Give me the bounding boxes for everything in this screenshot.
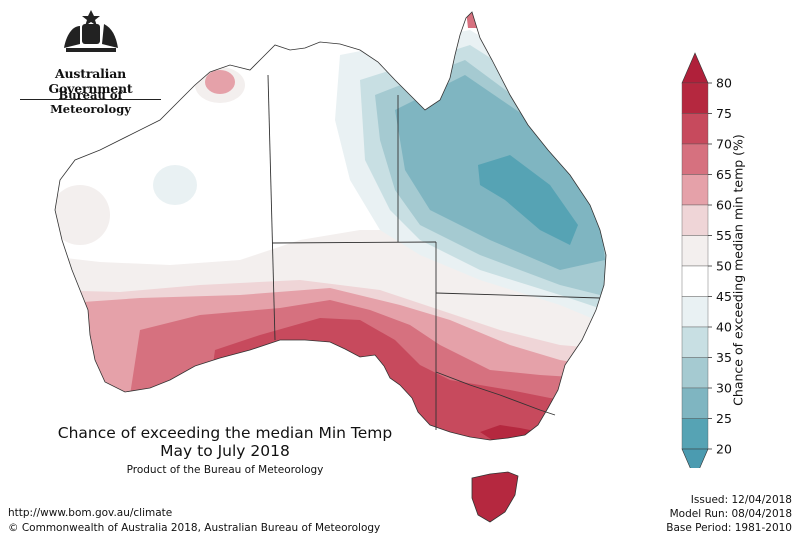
- map-title-block: Chance of exceeding the median Min Temp …: [40, 424, 410, 478]
- legend-arrow-bottom: [681, 448, 709, 468]
- map-credit: Product of the Bureau of Meteorology: [126, 464, 324, 476]
- legend-tick-label: 30: [716, 381, 732, 396]
- legend-band-70-75: [681, 113, 709, 145]
- legend-title: Chance of exceeding median min temp (%): [730, 134, 746, 406]
- legend-band-20-25: [681, 418, 709, 450]
- tasmania: [471, 471, 519, 523]
- footer-right: Issued: 12/04/2018 Model Run: 08/04/2018…: [666, 493, 792, 535]
- legend-band-30-35: [681, 357, 709, 389]
- website-link[interactable]: http://www.bom.gov.au/climate: [8, 507, 173, 519]
- state-borders: [267, 74, 601, 430]
- legend-tick-label: 75: [716, 106, 732, 121]
- legend-tick-label: 80: [716, 76, 732, 91]
- legend-band-50-55: [681, 235, 709, 267]
- legend-band-45-50: [681, 265, 709, 297]
- legend-tick-label: 20: [716, 442, 732, 457]
- legend-arrow-top: [681, 52, 709, 84]
- legend-band-65-70: [681, 143, 709, 175]
- legend-tick-label: 25: [716, 411, 732, 426]
- legend-band-75-80: [681, 82, 709, 114]
- model-run-date: Model Run: 08/04/2018: [669, 508, 792, 520]
- legend-tick-label: 55: [716, 228, 732, 243]
- legend-tick-label: 60: [716, 198, 732, 213]
- legend-band-25-30: [681, 387, 709, 419]
- legend-tick-label: 40: [716, 320, 732, 335]
- issued-date: Issued: 12/04/2018: [690, 494, 792, 506]
- base-period: Base Period: 1981-2010: [666, 522, 792, 534]
- map-period: May to July 2018: [160, 442, 290, 460]
- legend-tick-label: 70: [716, 137, 732, 152]
- government-logo: Australian Government Bureau of Meteorol…: [18, 8, 163, 116]
- legend-band-60-65: [681, 174, 709, 206]
- legend-tick-label: 45: [716, 289, 732, 304]
- footer-left: http://www.bom.gov.au/climate © Commonwe…: [8, 506, 380, 536]
- bureau-name: Bureau of Meteorology: [50, 88, 131, 116]
- legend-band-35-40: [681, 326, 709, 358]
- legend-colorbar: 80 75 70 65 60 55 50 45 40 35 30 25 20: [681, 52, 732, 468]
- legend-band-55-60: [681, 204, 709, 236]
- coat-of-arms-icon: [64, 10, 118, 52]
- legend-band-40-45: [681, 296, 709, 328]
- copyright-text: © Commonwealth of Australia 2018, Austra…: [8, 522, 381, 534]
- map-title: Chance of exceeding the median Min Temp: [57, 424, 393, 442]
- legend-tick-label: 65: [716, 167, 732, 182]
- legend-tick-label: 35: [716, 350, 732, 365]
- government-name: Australian Government: [20, 66, 161, 100]
- legend-tick-label: 50: [716, 259, 732, 274]
